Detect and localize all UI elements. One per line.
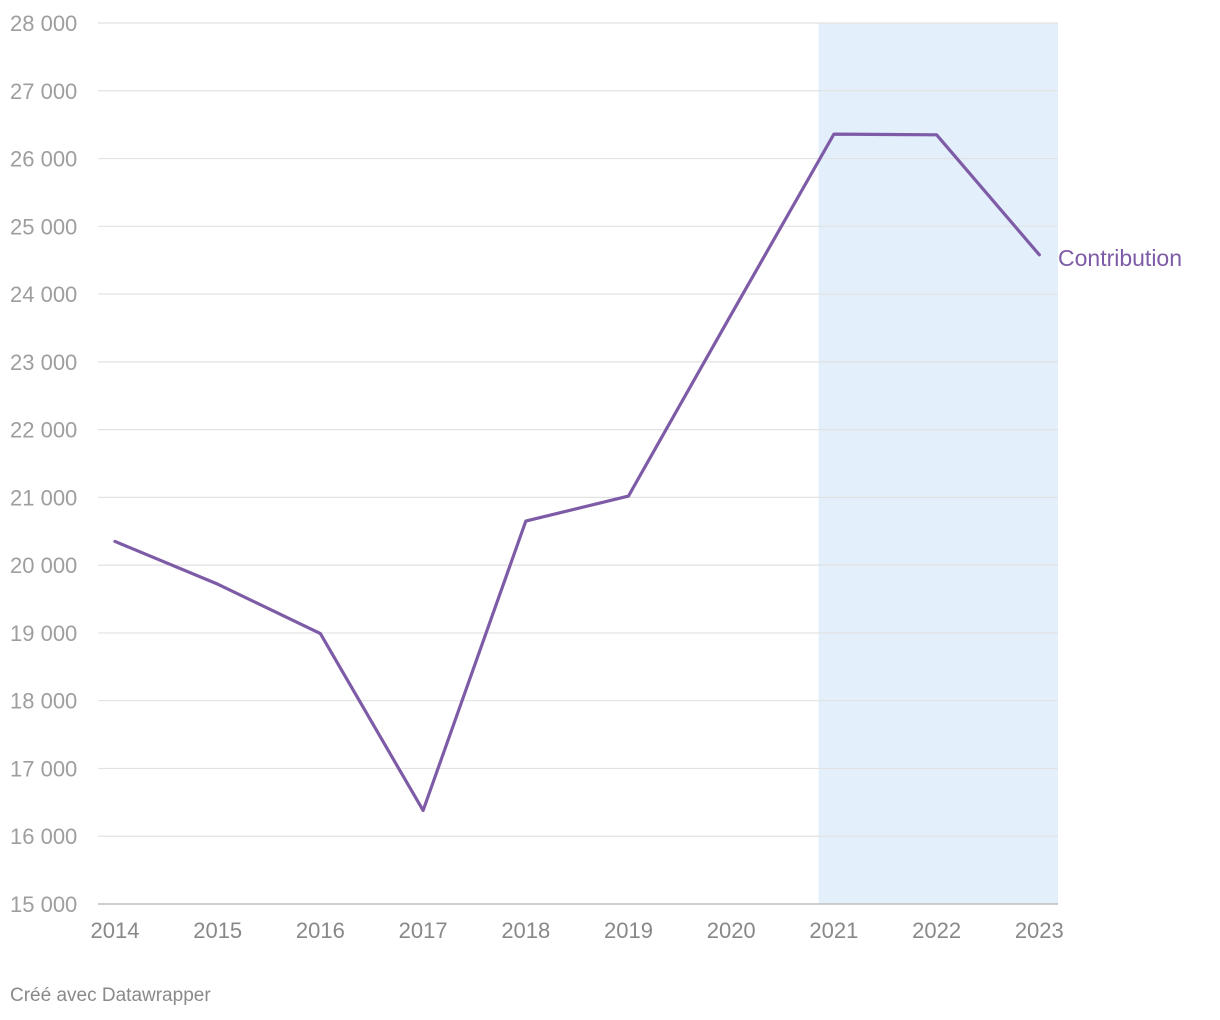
y-tick-label: 20 000 <box>10 553 77 578</box>
y-tick-label: 26 000 <box>10 147 77 172</box>
y-tick-label: 23 000 <box>10 350 77 375</box>
y-tick-label: 21 000 <box>10 485 77 510</box>
line-chart: 15 000 16 000 17 000 18 000 19 000 20 000 21 0… <box>10 11 1182 943</box>
x-tick-label: 2022 <box>912 918 961 943</box>
y-axis-ticks: 15 000 16 000 17 000 18 000 19 000 20 000 21 0… <box>10 11 77 917</box>
series-label: Contribution <box>1058 245 1182 271</box>
y-tick-label: 15 000 <box>10 892 77 917</box>
y-tick-label: 28 000 <box>10 11 77 36</box>
y-tick-label: 19 000 <box>10 621 77 646</box>
y-tick-label: 22 000 <box>10 418 77 443</box>
y-tick-label: 16 000 <box>10 824 77 849</box>
highlight-band-layer <box>818 23 1058 904</box>
x-axis-ticks: 2014 2015 2016 2017 2018 2019 2020 2021 2022 2023 <box>91 918 1064 943</box>
x-tick-label: 2017 <box>399 918 448 943</box>
x-tick-label: 2014 <box>91 918 140 943</box>
gridlines <box>98 22 1058 905</box>
x-tick-label: 2019 <box>604 918 653 943</box>
x-tick-label: 2021 <box>809 918 858 943</box>
x-tick-label: 2016 <box>296 918 345 943</box>
x-tick-label: 2018 <box>501 918 550 943</box>
x-tick-label: 2020 <box>707 918 756 943</box>
y-tick-label: 25 000 <box>10 214 77 239</box>
y-tick-label: 27 000 <box>10 79 77 104</box>
x-tick-label: 2023 <box>1015 918 1064 943</box>
footer-credit: Créé avec Datawrapper <box>10 985 211 1006</box>
series-line <box>113 132 1041 813</box>
highlight-band <box>818 23 1058 904</box>
x-tick-label: 2015 <box>193 918 242 943</box>
y-tick-label: 17 000 <box>10 756 77 781</box>
y-tick-label: 24 000 <box>10 282 77 307</box>
y-tick-label: 18 000 <box>10 689 77 714</box>
series-layer: Contribution <box>113 132 1182 813</box>
